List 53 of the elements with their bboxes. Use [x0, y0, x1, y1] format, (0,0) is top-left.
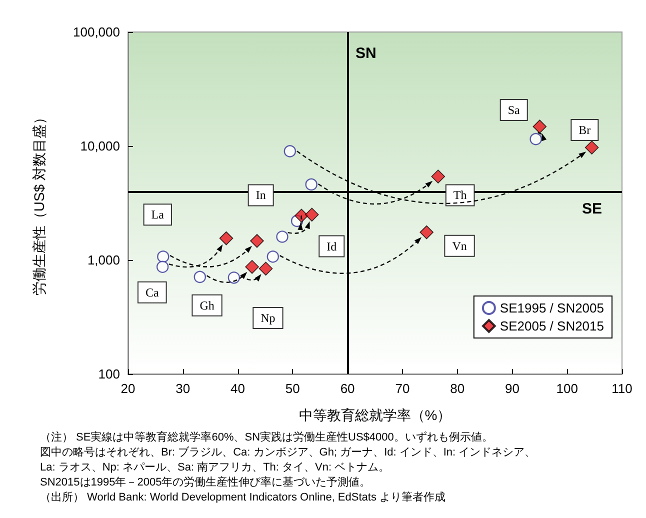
annotation: Np	[260, 310, 276, 325]
point	[584, 140, 599, 154]
point	[431, 170, 446, 184]
x-tick-label: 20	[120, 381, 136, 396]
x-tick-label: 80	[450, 381, 465, 396]
point	[532, 120, 547, 134]
point	[258, 262, 273, 276]
annotation: Ca	[145, 285, 160, 300]
annotation: Vn	[452, 238, 467, 253]
point	[157, 250, 170, 263]
ref-line-label: SE	[582, 200, 602, 218]
legend-label: SE1995 / SN2005	[500, 300, 604, 316]
point	[304, 208, 319, 222]
text: 図中の略号はそれぞれ、Br: ブラジル、Ca: カンボジア、Gh; ガーナ、Id: インド、In: インドネシア、	[40, 446, 536, 458]
point	[305, 178, 318, 191]
x-tick-label: 70	[395, 381, 410, 396]
point	[250, 234, 264, 248]
x-tick-label: 50	[285, 381, 300, 396]
x-tick-label: 110	[612, 381, 632, 396]
x-tick-label: 90	[504, 381, 520, 396]
x-tick-label: 60	[340, 381, 355, 396]
x-tick-label: 100	[556, 381, 578, 396]
annotation: Sa	[508, 102, 521, 117]
annotation: In	[256, 188, 266, 202]
text: La: ラオス、Np: ネパール、Sa: 南アフリカ、Th: タイ、Vn: ベトナム。	[40, 460, 390, 474]
point	[228, 272, 240, 284]
y-axis-title: 労働生産性（US$ 対数目盛）	[31, 110, 47, 296]
point	[284, 145, 296, 158]
x-axis-title: 中等教育総就学率（%）	[298, 407, 452, 423]
ref-line-label: SN	[356, 45, 376, 62]
legend-label: SE2005 / SN2015	[500, 318, 604, 334]
text: （注） SE実線は中等教育総就学率60%、SN実践は労働生産性US$4000。いずれも例示値。	[40, 430, 493, 444]
y-tick-label: 10,000	[80, 138, 120, 154]
x-tick-label: 30	[176, 381, 190, 396]
annotation: Id	[326, 239, 337, 254]
annotation: Th	[453, 188, 467, 202]
text: SN2015は1995年－2005年の労働生産性伸び率に基づいた予測値。	[40, 476, 371, 488]
point	[276, 230, 288, 243]
y-tick-label: 100	[98, 366, 120, 382]
point	[420, 225, 434, 240]
annotation: Gh	[200, 298, 214, 312]
annotation: La	[151, 208, 165, 222]
annotation: Br	[578, 123, 591, 138]
point	[194, 270, 206, 284]
point	[156, 260, 169, 273]
y-tick-label: 100,000	[73, 24, 120, 40]
point	[219, 231, 234, 246]
y-tick-label: 1,000	[87, 252, 120, 268]
text: （出所） World Bank: World Development Indicators Online, EdStats より筆者作成	[40, 490, 446, 504]
point	[245, 260, 259, 274]
point	[266, 250, 280, 263]
point	[530, 132, 542, 146]
x-tick-label: 40	[230, 381, 246, 396]
